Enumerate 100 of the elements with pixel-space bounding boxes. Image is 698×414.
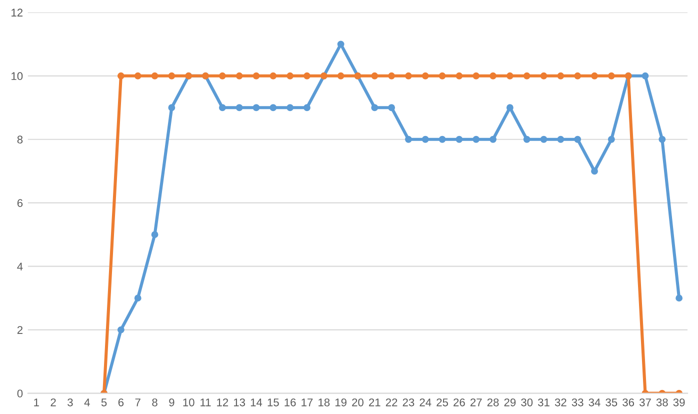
- x-tick-label: 12: [217, 398, 228, 406]
- x-tick-label: 10: [183, 398, 194, 406]
- x-tick-label: 11: [200, 398, 211, 406]
- point: [252, 72, 260, 80]
- x-tick-label: 29: [504, 398, 516, 406]
- point: [540, 136, 548, 143]
- x-tick-label: 37: [639, 398, 651, 406]
- point: [371, 104, 378, 112]
- x-tick-label: 17: [302, 398, 313, 406]
- point: [168, 104, 176, 112]
- point: [490, 136, 496, 143]
- point: [117, 326, 124, 334]
- point: [540, 72, 548, 80]
- point: [523, 72, 530, 80]
- point: [472, 136, 480, 143]
- x-tick-label: 2: [50, 398, 56, 406]
- point: [337, 40, 344, 48]
- point: [270, 104, 277, 112]
- x-tick-label: 14: [250, 398, 262, 406]
- point: [591, 168, 598, 175]
- point: [236, 72, 243, 80]
- x-tick-label: 34: [588, 398, 600, 406]
- point: [337, 72, 344, 80]
- x-tick-label: 27: [470, 398, 482, 406]
- point: [608, 136, 615, 143]
- point: [117, 72, 124, 80]
- x-tick-label: 7: [135, 398, 140, 406]
- point: [270, 72, 277, 80]
- y-tick-label: 0: [17, 390, 23, 398]
- x-tick-label: 4: [84, 398, 90, 406]
- x-tick-label: 1: [34, 398, 39, 406]
- point: [404, 72, 412, 80]
- point: [557, 136, 564, 143]
- x-tick-label: 32: [554, 398, 566, 406]
- point: [438, 72, 446, 80]
- x-tick-label: 30: [521, 398, 533, 406]
- point: [252, 104, 260, 112]
- point: [371, 72, 378, 80]
- point: [438, 136, 446, 143]
- y-tick-label: 6: [17, 199, 23, 207]
- x-tick-label: 16: [284, 398, 296, 406]
- point: [642, 72, 649, 80]
- point: [472, 72, 480, 80]
- point: [490, 72, 496, 80]
- point: [608, 72, 615, 80]
- y-tick-label: 12: [12, 8, 22, 16]
- point: [218, 104, 226, 112]
- point: [388, 72, 396, 80]
- x-tick-label: 35: [606, 398, 618, 406]
- x-tick-label: 15: [268, 398, 279, 406]
- point: [404, 136, 412, 143]
- x-tick-label: 22: [386, 398, 398, 406]
- x-tick-label: 18: [318, 398, 330, 406]
- point: [591, 72, 598, 80]
- y-tick-label: 2: [17, 326, 22, 334]
- x-tick-label: 19: [335, 398, 346, 406]
- point: [574, 136, 582, 143]
- x-tick-label: 28: [487, 398, 499, 406]
- y-tick-label: 10: [12, 72, 23, 80]
- point: [286, 72, 294, 80]
- x-tick-label: 20: [352, 398, 364, 406]
- point: [388, 104, 396, 112]
- x-tick-label: 36: [622, 398, 634, 406]
- x-tick-label: 5: [101, 398, 107, 406]
- point: [422, 136, 429, 143]
- point: [506, 104, 514, 112]
- point: [286, 104, 294, 112]
- x-tick-label: 25: [436, 398, 448, 406]
- x-tick-label: 9: [169, 398, 174, 406]
- x-tick-label: 24: [420, 398, 432, 406]
- point: [676, 294, 683, 302]
- point: [134, 72, 142, 80]
- point: [304, 104, 310, 112]
- point: [151, 72, 158, 80]
- point: [218, 72, 226, 80]
- y-tick-label: 4: [17, 262, 23, 270]
- point: [236, 104, 243, 112]
- point: [422, 72, 429, 80]
- point: [523, 136, 530, 143]
- x-tick-label: 39: [673, 398, 685, 406]
- point: [151, 231, 158, 238]
- point: [658, 136, 666, 143]
- y-tick-label: 8: [17, 136, 23, 144]
- point: [557, 72, 564, 80]
- point: [304, 72, 310, 80]
- x-tick-label: 33: [572, 398, 584, 406]
- point: [456, 72, 463, 80]
- x-tick-label: 6: [118, 398, 124, 406]
- point: [168, 72, 176, 80]
- point: [134, 294, 142, 302]
- x-tick-label: 13: [234, 398, 246, 406]
- x-tick-label: 23: [402, 398, 414, 406]
- point: [456, 136, 463, 143]
- x-tick-label: 21: [369, 398, 380, 406]
- x-tick-label: 3: [68, 398, 73, 406]
- x-tick-label: 38: [656, 398, 668, 406]
- x-tick-label: 26: [454, 398, 465, 406]
- x-tick-label: 8: [152, 398, 158, 406]
- x-tick-label: 31: [538, 398, 550, 406]
- point: [574, 72, 582, 80]
